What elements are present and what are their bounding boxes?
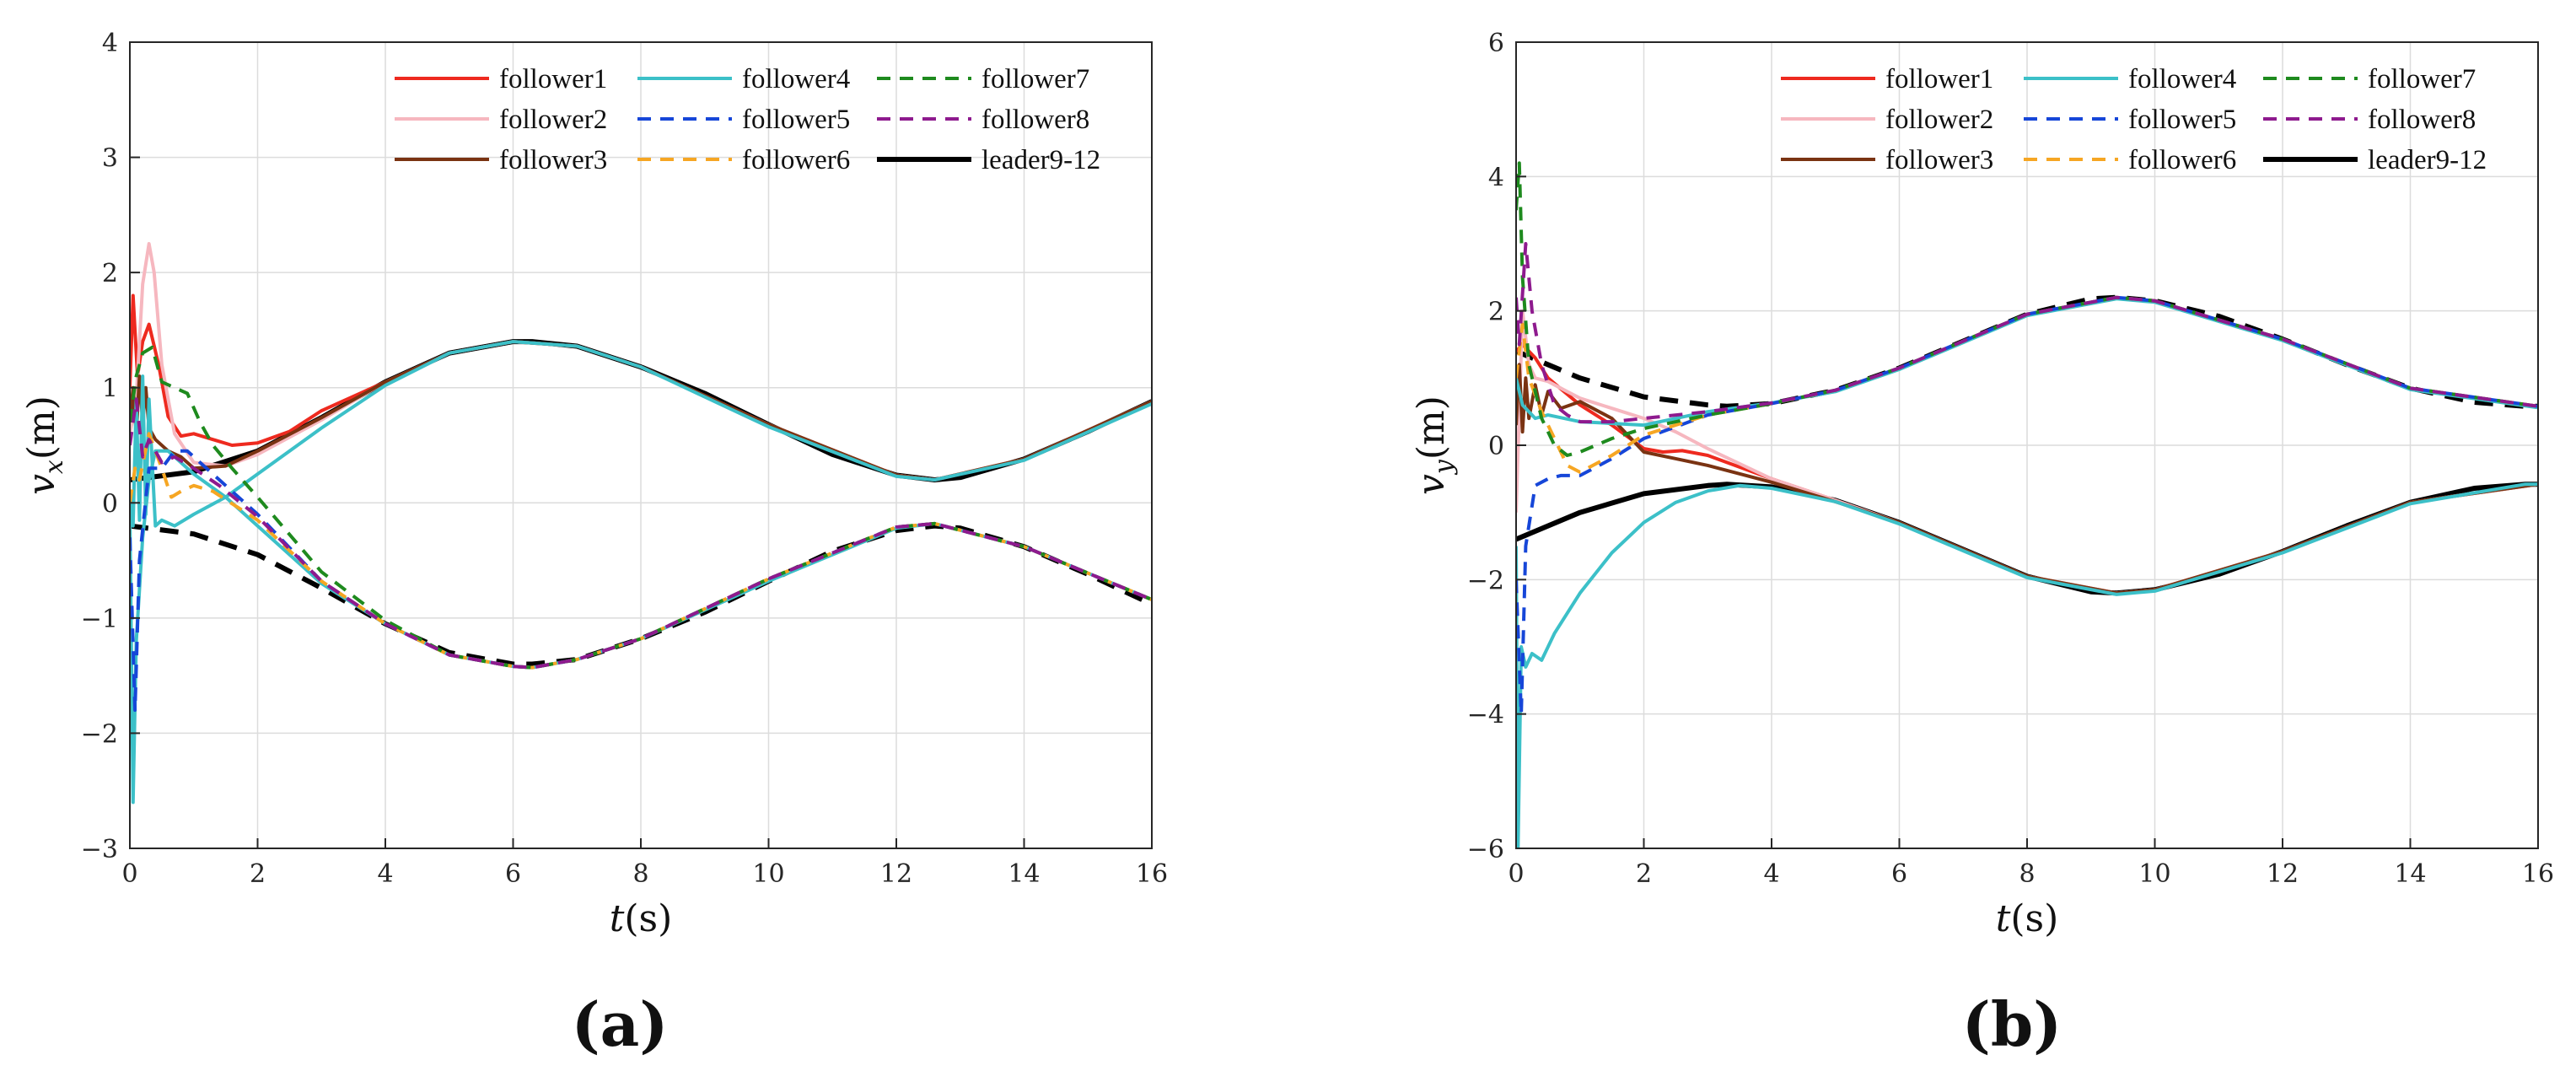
legend-label-follower5: follower5 <box>2128 105 2236 135</box>
y-tick-label: 0 <box>102 489 118 519</box>
y-tick-label: −3 <box>81 835 118 864</box>
legend-label-follower3: follower3 <box>499 145 607 175</box>
x-tick-label: 12 <box>880 859 912 889</box>
series-line-leader9-12-lower- <box>130 523 1152 667</box>
legend: follower1 follower2 follower3 follower4 foll… <box>395 64 1100 175</box>
legend-label-follower6: follower6 <box>2128 145 2236 175</box>
x-tick-label: 2 <box>1636 859 1652 889</box>
x-tick-label: 8 <box>2019 859 2035 889</box>
y-tick-label: 6 <box>1488 29 1504 58</box>
x-tick-label: 0 <box>121 859 137 889</box>
legend-label-follower1: follower1 <box>1885 64 1993 94</box>
y-axis-label: vx(m) <box>20 396 69 495</box>
series-line-follower4-upper- <box>130 340 1152 528</box>
legend-label-follower2: follower2 <box>1885 105 1993 135</box>
legend-label-leader9-12: leader9-12 <box>981 145 1100 175</box>
y-axis-label-unit: (m) <box>20 396 63 460</box>
x-tick-label: 14 <box>2394 859 2426 889</box>
x-axis-label-var: t <box>1996 897 2011 940</box>
series-line-follower4-lower- <box>130 449 1152 805</box>
legend-label-follower8: follower8 <box>981 105 1089 135</box>
x-tick-label: 12 <box>2267 859 2299 889</box>
x-tick-label: 10 <box>752 859 784 889</box>
legend-label-follower6: follower6 <box>742 145 850 175</box>
legend-label-follower4: follower4 <box>2128 64 2236 94</box>
x-tick-label: 8 <box>632 859 648 889</box>
y-tick-label: 4 <box>102 29 118 58</box>
x-axis-label-unit: (s) <box>624 897 672 940</box>
series-group <box>130 242 1152 805</box>
y-tick-label: −2 <box>1467 566 1504 595</box>
x-axis-label-unit: (s) <box>2010 897 2058 940</box>
legend: follower1 follower2 follower3 follower4 foll… <box>1781 64 2487 175</box>
legend-label-follower4: follower4 <box>742 64 850 94</box>
x-tick-label: 14 <box>1008 859 1040 889</box>
panel-label: (b) <box>1962 988 2062 1060</box>
x-tick-label: 6 <box>505 859 521 889</box>
series-line-follower7 <box>130 345 1152 670</box>
legend-label-follower7: follower7 <box>981 64 1089 94</box>
series-group <box>1516 161 2538 848</box>
x-tick-label: 4 <box>377 859 393 889</box>
panel-label: (a) <box>572 988 669 1060</box>
x-tick-label: 16 <box>1136 859 1168 889</box>
x-axis-label: t(s) <box>610 897 673 940</box>
legend-label-follower5: follower5 <box>742 105 850 135</box>
y-tick-label: 2 <box>102 259 118 288</box>
y-tick-label: −6 <box>1467 835 1504 864</box>
chart-panel-b: 0 2 4 6 8 10 12 14 16 −6 −4 −2 0 2 4 6 t(s) vy(m) follower… <box>1410 29 2554 1060</box>
y-axis-label-var: v <box>1410 474 1453 495</box>
x-tick-label: 10 <box>2138 859 2170 889</box>
legend-label-follower2: follower2 <box>499 105 607 135</box>
x-axis-label: t(s) <box>1996 897 2059 940</box>
legend-label-follower8: follower8 <box>2368 105 2476 135</box>
y-tick-label: 1 <box>102 374 118 404</box>
y-tick-label: −1 <box>81 605 118 634</box>
y-tick-label: −2 <box>81 719 118 749</box>
x-tick-label: 16 <box>2522 859 2554 889</box>
y-axis-label-unit: (m) <box>1410 396 1453 460</box>
x-tick-label: 2 <box>250 859 266 889</box>
y-tick-label: −4 <box>1467 701 1504 730</box>
x-tick-label: 6 <box>1891 859 1907 889</box>
y-tick-label: 0 <box>1488 432 1504 461</box>
x-tick-label: 4 <box>1763 859 1779 889</box>
legend-label-follower3: follower3 <box>1885 145 1993 175</box>
x-tick-label: 0 <box>1508 859 1524 889</box>
y-axis-label-var: v <box>20 474 63 495</box>
series-line-follower8 <box>1516 242 2538 424</box>
legend-label-follower7: follower7 <box>2368 64 2476 94</box>
chart-panel-a: 0 2 4 6 8 10 12 14 16−3−2−101234t(s)vx(m)followe… <box>20 29 1168 1060</box>
x-axis-label-var: t <box>610 897 625 940</box>
legend-label-follower1: follower1 <box>499 64 607 94</box>
y-tick-label: 3 <box>102 144 118 174</box>
y-tick-label: 4 <box>1488 163 1504 192</box>
y-axis-label: vy(m) <box>1410 396 1459 495</box>
y-axis-label-sub: x <box>40 460 69 474</box>
y-axis-label-sub: y <box>1429 459 1459 476</box>
series-line-follower4-lower- <box>1516 482 2538 848</box>
legend-label-leader9-12: leader9-12 <box>2368 145 2487 175</box>
y-tick-label: 2 <box>1488 298 1504 327</box>
series-line-follower8 <box>130 397 1152 670</box>
